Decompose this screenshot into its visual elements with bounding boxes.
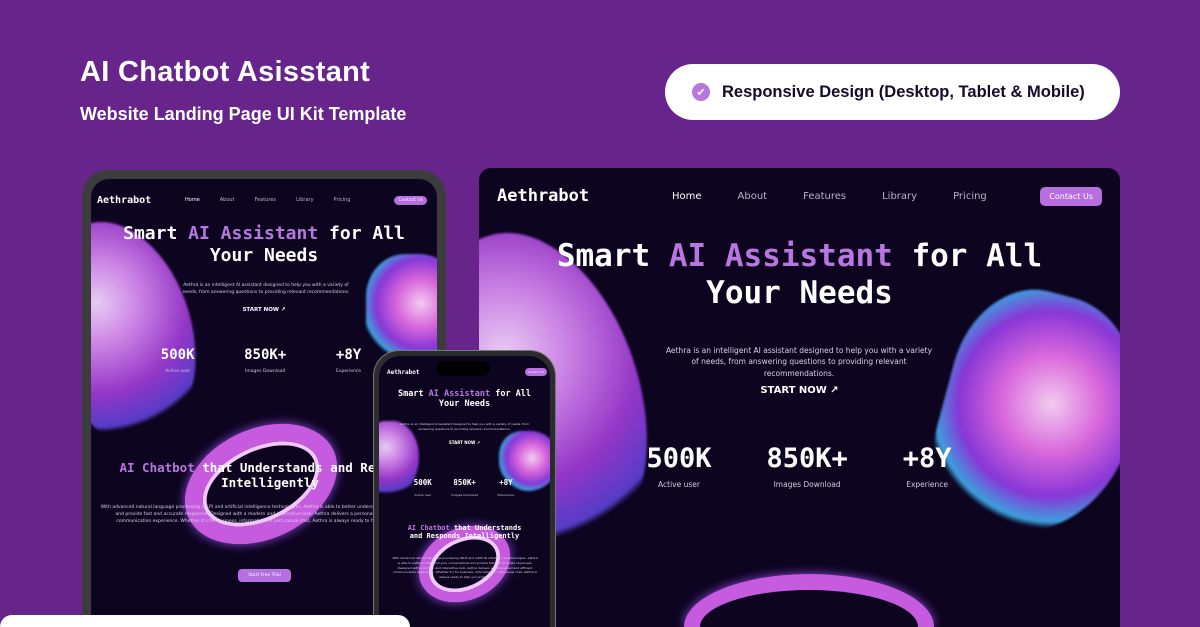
nav-pricing[interactable]: Pricing [953,190,987,202]
decorative-blob [916,272,1120,554]
section2-title: AI Chatbot that Understands and Responds… [407,524,522,541]
nav-home[interactable]: Home [672,190,702,202]
hero-description: Aethra is an intelligent AI assistant de… [182,283,350,295]
start-now-link[interactable]: START NOW ↗ [242,307,286,313]
logo[interactable]: Aethrabot [497,186,590,206]
nav-library[interactable]: Library [296,197,314,203]
feature-pill-label: Responsive Design (Desktop, Tablet & Mob… [722,82,1085,101]
section2-title: AI Chatbot that Understands and Responds… [119,460,421,490]
nav-features[interactable]: Features [254,197,277,203]
contact-button[interactable]: Contact Us [524,368,547,376]
banner-title: AI Chatbot Asisstant [80,56,371,88]
start-free-trial-button[interactable]: Start Free Trial [238,569,291,582]
contact-button[interactable]: Contact Us [394,195,427,205]
hero-title: Smart AI Assistant for All Your Needs [123,223,405,266]
stats: 500K Active user 850K+ Images Download +8Y… [646,443,952,489]
logo[interactable]: Aethrabot [387,368,420,376]
dynamic-island [436,361,490,376]
start-now-link[interactable]: START NOW ↗ [760,385,839,396]
decorative-ring [684,574,934,627]
decorative-white-shape [0,615,410,627]
start-now-link[interactable]: START NOW ↗ [448,440,481,445]
contact-button[interactable]: Contact Us [1040,186,1102,206]
desktop-mockup: Aethrabot Home About Features Library Pr… [479,168,1120,627]
hero-description: Aethra is an intelligent AI assistant de… [399,422,530,431]
hero-title: Smart AI Assistant for All Your Needs [397,389,532,410]
desktop-nav: Aethrabot Home About Features Library Pr… [497,186,1102,206]
nav-library[interactable]: Library [882,190,918,202]
logo[interactable]: Aethrabot [97,194,152,206]
decorative-blob [499,431,550,491]
nav-features[interactable]: Features [803,190,847,202]
section2-description: With advanced natural language processin… [100,505,428,525]
check-circle-icon: ✔ [692,83,710,101]
nav-about[interactable]: About [737,190,768,202]
banner-subtitle: Website Landing Page UI Kit Template [80,104,407,124]
decorative-blob [366,254,437,364]
nav-about[interactable]: About [219,197,235,203]
feature-pill: ✔ Responsive Design (Desktop, Tablet & M… [665,64,1120,120]
nav-home[interactable]: Home [185,197,200,203]
hero-description: Aethra is an intelligent AI assistant de… [665,346,933,378]
hero-title: Smart AI Assistant for All Your Needs [556,238,1043,312]
phone-mockup: Aethrabot Contact Us Smart AI Assistant … [373,350,556,627]
section2-description: With advanced natural language processin… [392,556,538,580]
nav-pricing[interactable]: Pricing [333,197,351,203]
